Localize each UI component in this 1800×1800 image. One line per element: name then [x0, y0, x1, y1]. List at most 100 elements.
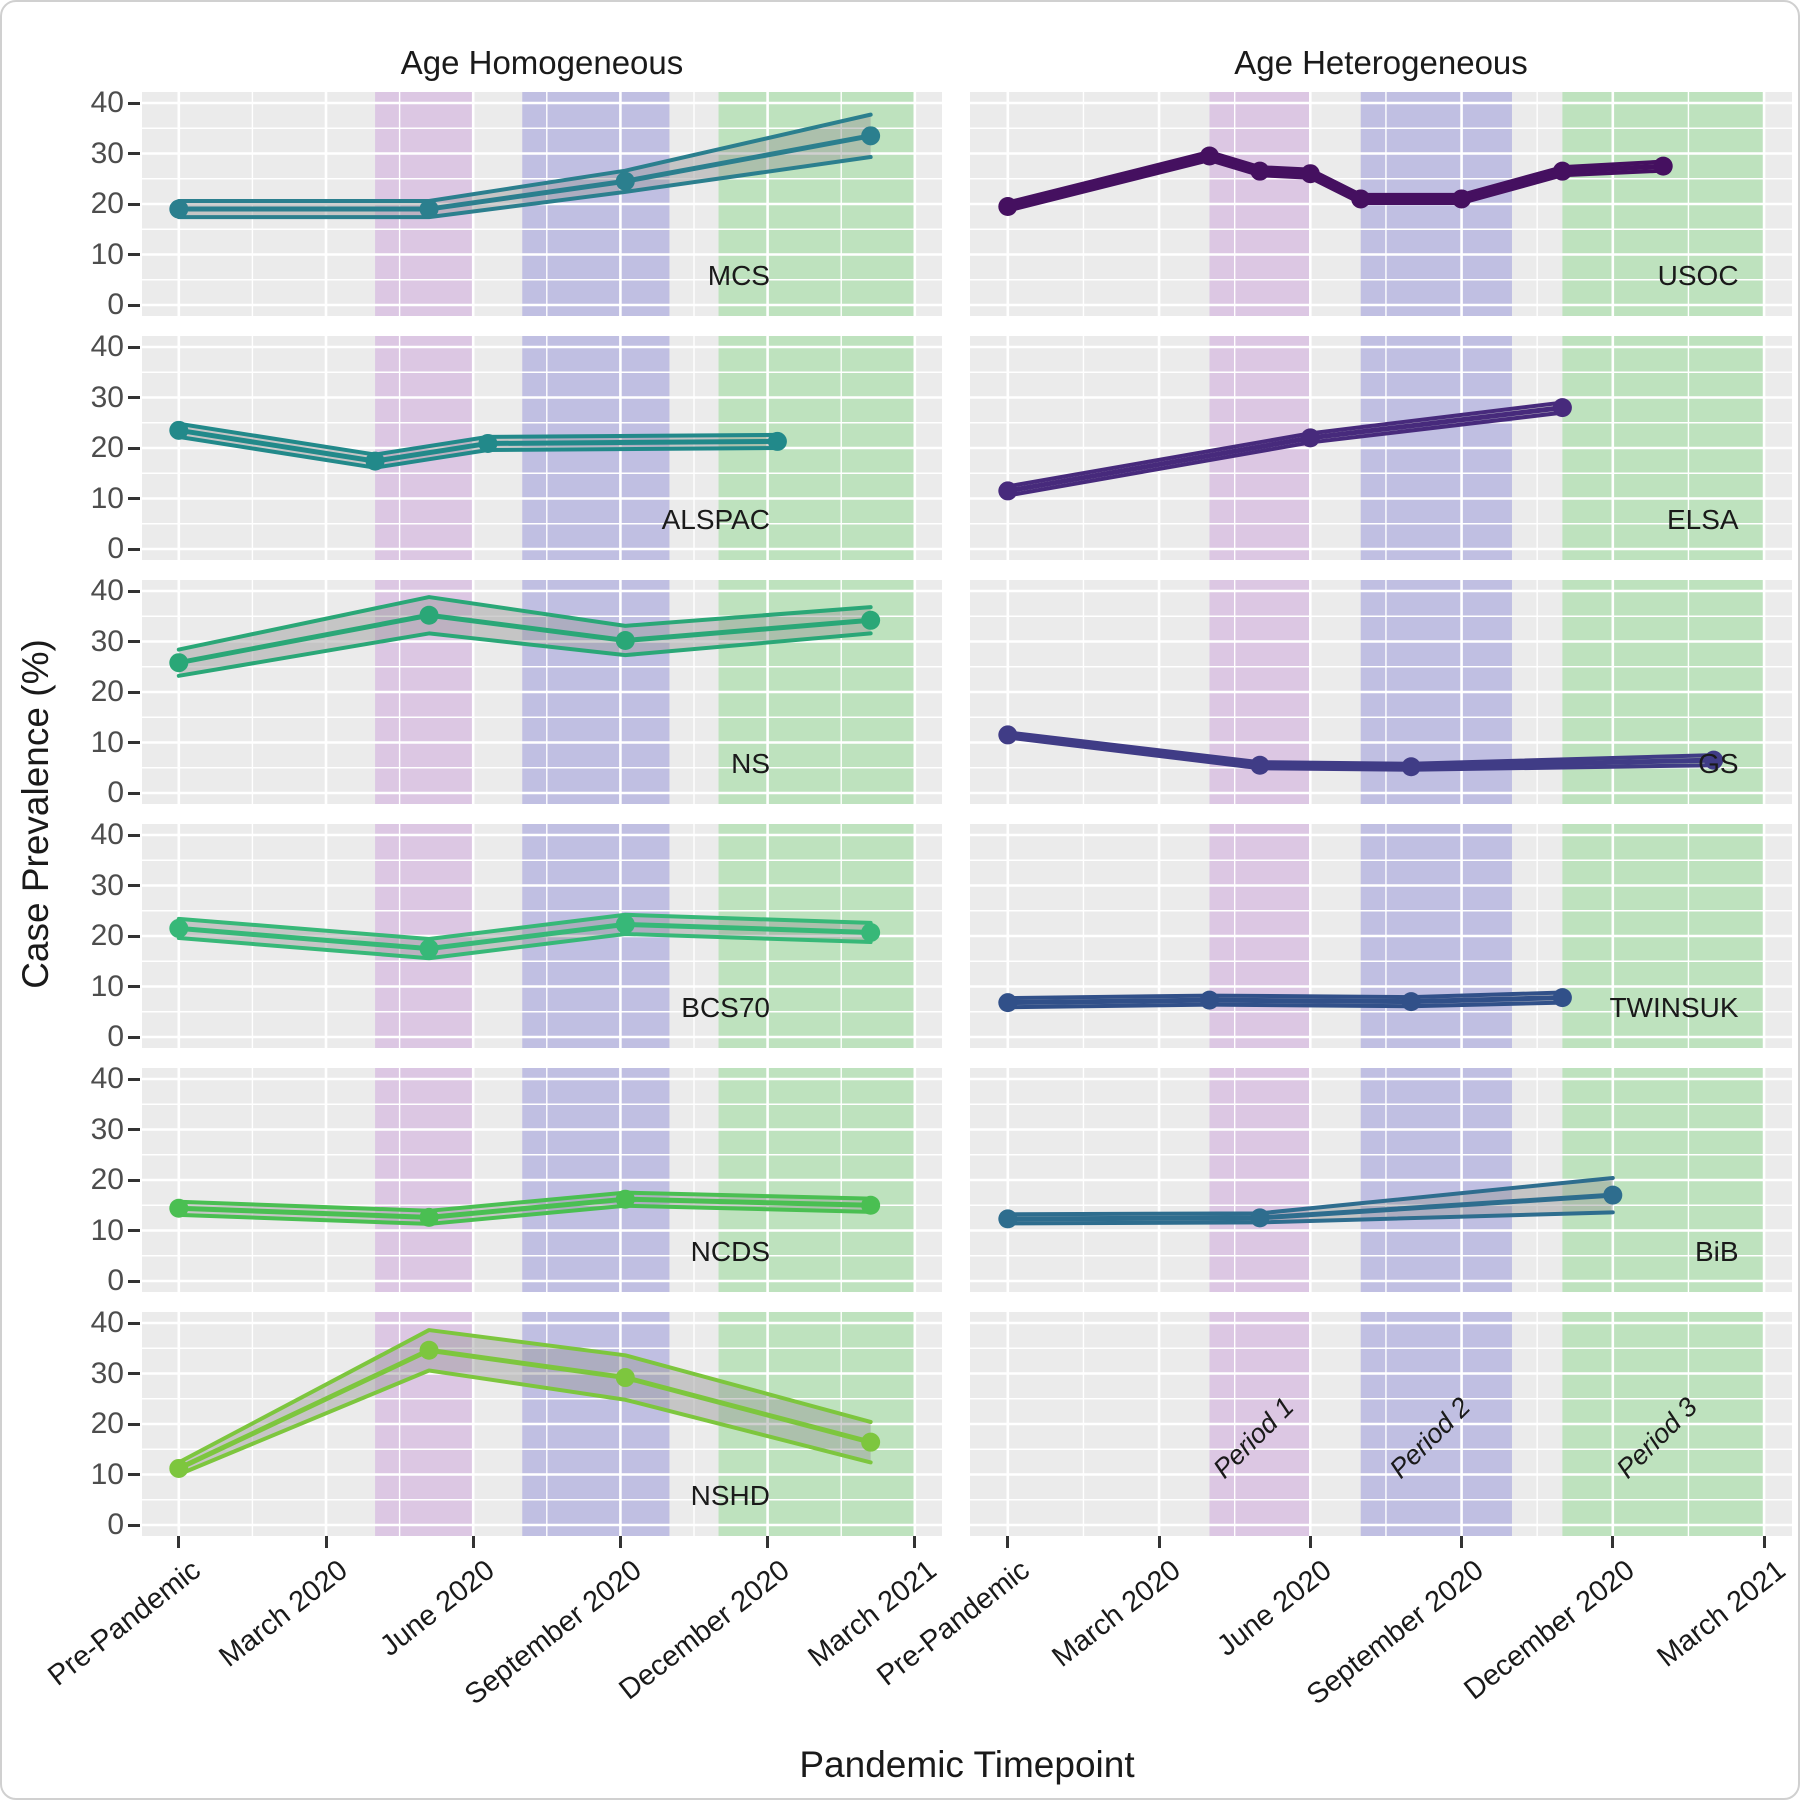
y-tick-mark	[128, 547, 140, 551]
y-tick-mark	[128, 690, 140, 694]
panel-NCDS: NCDS	[142, 1068, 942, 1297]
y-tick-mark	[128, 791, 140, 795]
y-tick-label-row1-10: 10	[90, 237, 124, 271]
x-tick-mark	[766, 1536, 770, 1548]
x-tick-mark	[177, 1536, 181, 1548]
y-tick-label-row2-10: 10	[90, 481, 124, 515]
y-tick-mark	[128, 833, 140, 837]
y-tick-label-row5-10: 10	[90, 1213, 124, 1247]
cohort-label-mcs: MCS	[708, 260, 770, 291]
y-tick-mark	[128, 1473, 140, 1476]
y-tick-mark	[128, 446, 140, 450]
y-tick-label-row3-10: 10	[90, 725, 124, 759]
panel-NS: NS	[142, 580, 942, 809]
y-tick-mark	[128, 497, 140, 500]
x-tick-mark	[471, 1536, 475, 1548]
y-tick-label-row1-30: 30	[90, 136, 124, 170]
y-tick-label-row6-30: 30	[90, 1356, 124, 1390]
y-tick-mark	[128, 1035, 140, 1039]
y-tick-mark	[128, 345, 140, 349]
y-tick-label-row3-0: 0	[107, 776, 124, 809]
x-tick-mark	[618, 1536, 622, 1548]
y-tick-label-row4-30: 30	[90, 868, 124, 902]
x-tick-label-march-2020: March 2020	[213, 1554, 354, 1674]
y-tick-mark	[128, 303, 140, 307]
y-tick-label-row5-40: 40	[90, 1062, 124, 1095]
facet-column-title-age-heterogeneous: Age Heterogeneous	[1234, 44, 1528, 81]
y-tick-label-row2-40: 40	[90, 330, 124, 363]
x-tick-label-june-2020: June 2020	[1211, 1554, 1338, 1663]
panel-USOC: USOC	[970, 92, 1792, 321]
x-tick-label-june-2020: June 2020	[374, 1554, 501, 1663]
cohort-label-alspac: ALSPAC	[662, 504, 770, 535]
y-tick-mark	[128, 1128, 140, 1131]
x-tick-mark	[913, 1536, 917, 1548]
y-tick-label-row5-20: 20	[90, 1163, 124, 1196]
y-tick-mark	[128, 884, 140, 887]
y-tick-mark	[128, 396, 140, 399]
y-tick-label-row4-10: 10	[90, 969, 124, 1003]
y-tick-label-row6-40: 40	[90, 1306, 124, 1339]
y-tick-label-row1-20: 20	[90, 187, 124, 220]
x-tick-mark	[1308, 1536, 1312, 1548]
y-tick-mark	[128, 1077, 140, 1081]
x-tick-label-march-2021: March 2021	[1651, 1554, 1792, 1674]
y-tick-label-row3-30: 30	[90, 624, 124, 658]
x-tick-label-pre-pandemic: Pre-Pandemic	[41, 1554, 207, 1693]
x-tick-mark	[324, 1536, 328, 1548]
y-tick-mark	[128, 589, 140, 593]
y-tick-label-row5-0: 0	[107, 1264, 124, 1297]
x-tick-mark	[1157, 1536, 1161, 1548]
cohort-label-bib: BiB	[1695, 1236, 1739, 1267]
y-tick-label-row3-40: 40	[90, 574, 124, 607]
y-tick-label-row6-10: 10	[90, 1457, 124, 1491]
y-tick-label-row4-0: 0	[107, 1020, 124, 1053]
y-tick-mark	[128, 202, 140, 206]
y-tick-label-row2-20: 20	[90, 431, 124, 464]
cohort-label-bcs70: BCS70	[681, 992, 770, 1023]
y-tick-mark	[128, 253, 140, 256]
cohort-label-usoc: USOC	[1658, 260, 1739, 291]
y-tick-label-row1-40: 40	[90, 86, 124, 119]
cohort-label-ns: NS	[731, 748, 770, 779]
panel-NSHD: NSHD	[142, 1312, 942, 1541]
y-tick-mark	[128, 1229, 140, 1232]
y-tick-label-row2-30: 30	[90, 380, 124, 414]
y-tick-label-row4-20: 20	[90, 919, 124, 952]
y-tick-mark	[128, 1178, 140, 1182]
panel-BCS70: BCS70	[142, 824, 942, 1053]
cohort-label-gs: GS	[1698, 748, 1738, 779]
y-tick-mark	[128, 1279, 140, 1283]
y-tick-mark	[128, 1422, 140, 1426]
cohort-label-twinsuk: TWINSUK	[1609, 992, 1738, 1023]
y-tick-label-row1-0: 0	[107, 288, 124, 321]
panel-ALSPAC: ALSPAC	[142, 336, 942, 565]
y-tick-mark	[128, 1372, 140, 1375]
x-tick-mark	[1611, 1536, 1615, 1548]
panel-GS: GS	[970, 580, 1792, 809]
y-tick-mark	[128, 985, 140, 988]
y-tick-mark	[128, 741, 140, 744]
cohort-label-nshd: NSHD	[691, 1480, 770, 1511]
y-tick-label-row5-30: 30	[90, 1112, 124, 1146]
y-tick-mark	[128, 1321, 140, 1325]
panel-BiB: BiB	[970, 1068, 1792, 1297]
panel-MCS: MCS	[142, 92, 942, 321]
y-tick-label-row6-0: 0	[107, 1508, 124, 1541]
panel-ELSA: ELSA	[970, 336, 1792, 565]
y-tick-mark	[128, 640, 140, 643]
panel-period-legend: Period 1 Period 2 Period 3	[970, 1312, 1792, 1541]
cohort-label-ncds: NCDS	[691, 1236, 770, 1267]
y-tick-label-row2-0: 0	[107, 532, 124, 565]
y-tick-mark	[128, 1523, 140, 1527]
panel-TWINSUK: TWINSUK	[970, 824, 1792, 1053]
y-tick-label-row3-20: 20	[90, 675, 124, 708]
x-tick-mark	[1006, 1536, 1010, 1548]
y-tick-mark	[128, 934, 140, 938]
y-tick-label-row4-40: 40	[90, 818, 124, 851]
x-axis-title: Pandemic Timepoint	[799, 1744, 1135, 1785]
cohort-label-elsa: ELSA	[1667, 504, 1739, 535]
y-tick-mark	[128, 101, 140, 105]
y-tick-mark	[128, 152, 140, 155]
